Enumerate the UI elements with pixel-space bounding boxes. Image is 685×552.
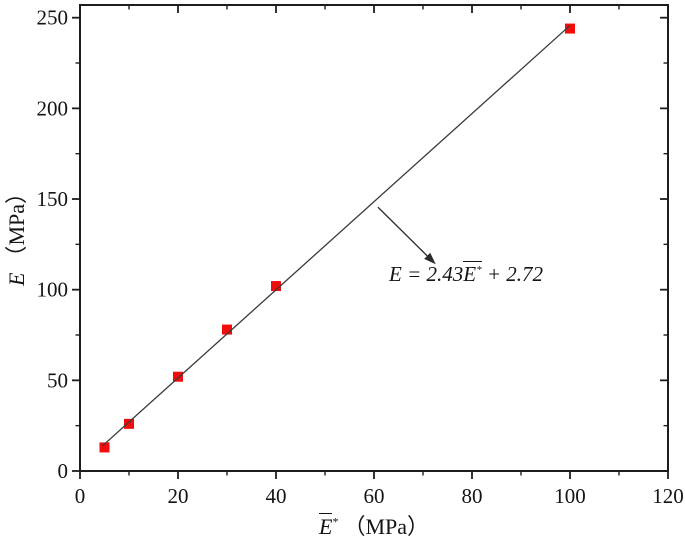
data-point-marker [565,23,575,34]
y-tick-label: 150 [37,187,69,211]
data-point-marker [173,371,183,382]
x-axis-title: E* （MPa） [244,510,504,546]
y-axis-unit: （MPa） [4,182,29,268]
x-axis-unit: （MPa） [343,514,429,539]
x-tick-label: 100 [554,484,586,508]
data-point-marker [271,281,281,292]
equation-annotation: E = 2.43E* + 2.72 [389,258,543,292]
fit-line [102,24,571,447]
plot-frame [79,4,669,472]
equation-rhs: + 2.72 [481,262,543,286]
y-tick-label: 200 [37,96,69,120]
x-tick-label: 60 [364,484,385,508]
y-tick-label: 0 [58,459,69,483]
equation-lhs: E = 2.43 [389,262,464,286]
data-point-marker [222,324,232,335]
y-axis-symbol: E [4,272,29,287]
data-point-marker [124,418,134,429]
x-axis-superscript: * [332,514,339,529]
x-tick-label: 20 [168,484,189,508]
equation-barred-term: E* [463,261,482,286]
x-tick-label: 120 [652,484,684,508]
x-tick-label: 0 [75,484,86,508]
x-tick-label: 40 [266,484,287,508]
x-axis-barred-symbol: E [318,513,333,539]
annotation-arrow-head [424,252,436,265]
y-tick-label: 100 [37,278,69,302]
y-axis-title: E （MPa） [2,154,32,314]
y-tick-label: 250 [37,6,69,30]
x-tick-label: 80 [462,484,483,508]
annotation-arrow-shaft [377,206,428,257]
y-tick-label: 50 [47,368,68,392]
data-point-marker [99,442,110,453]
